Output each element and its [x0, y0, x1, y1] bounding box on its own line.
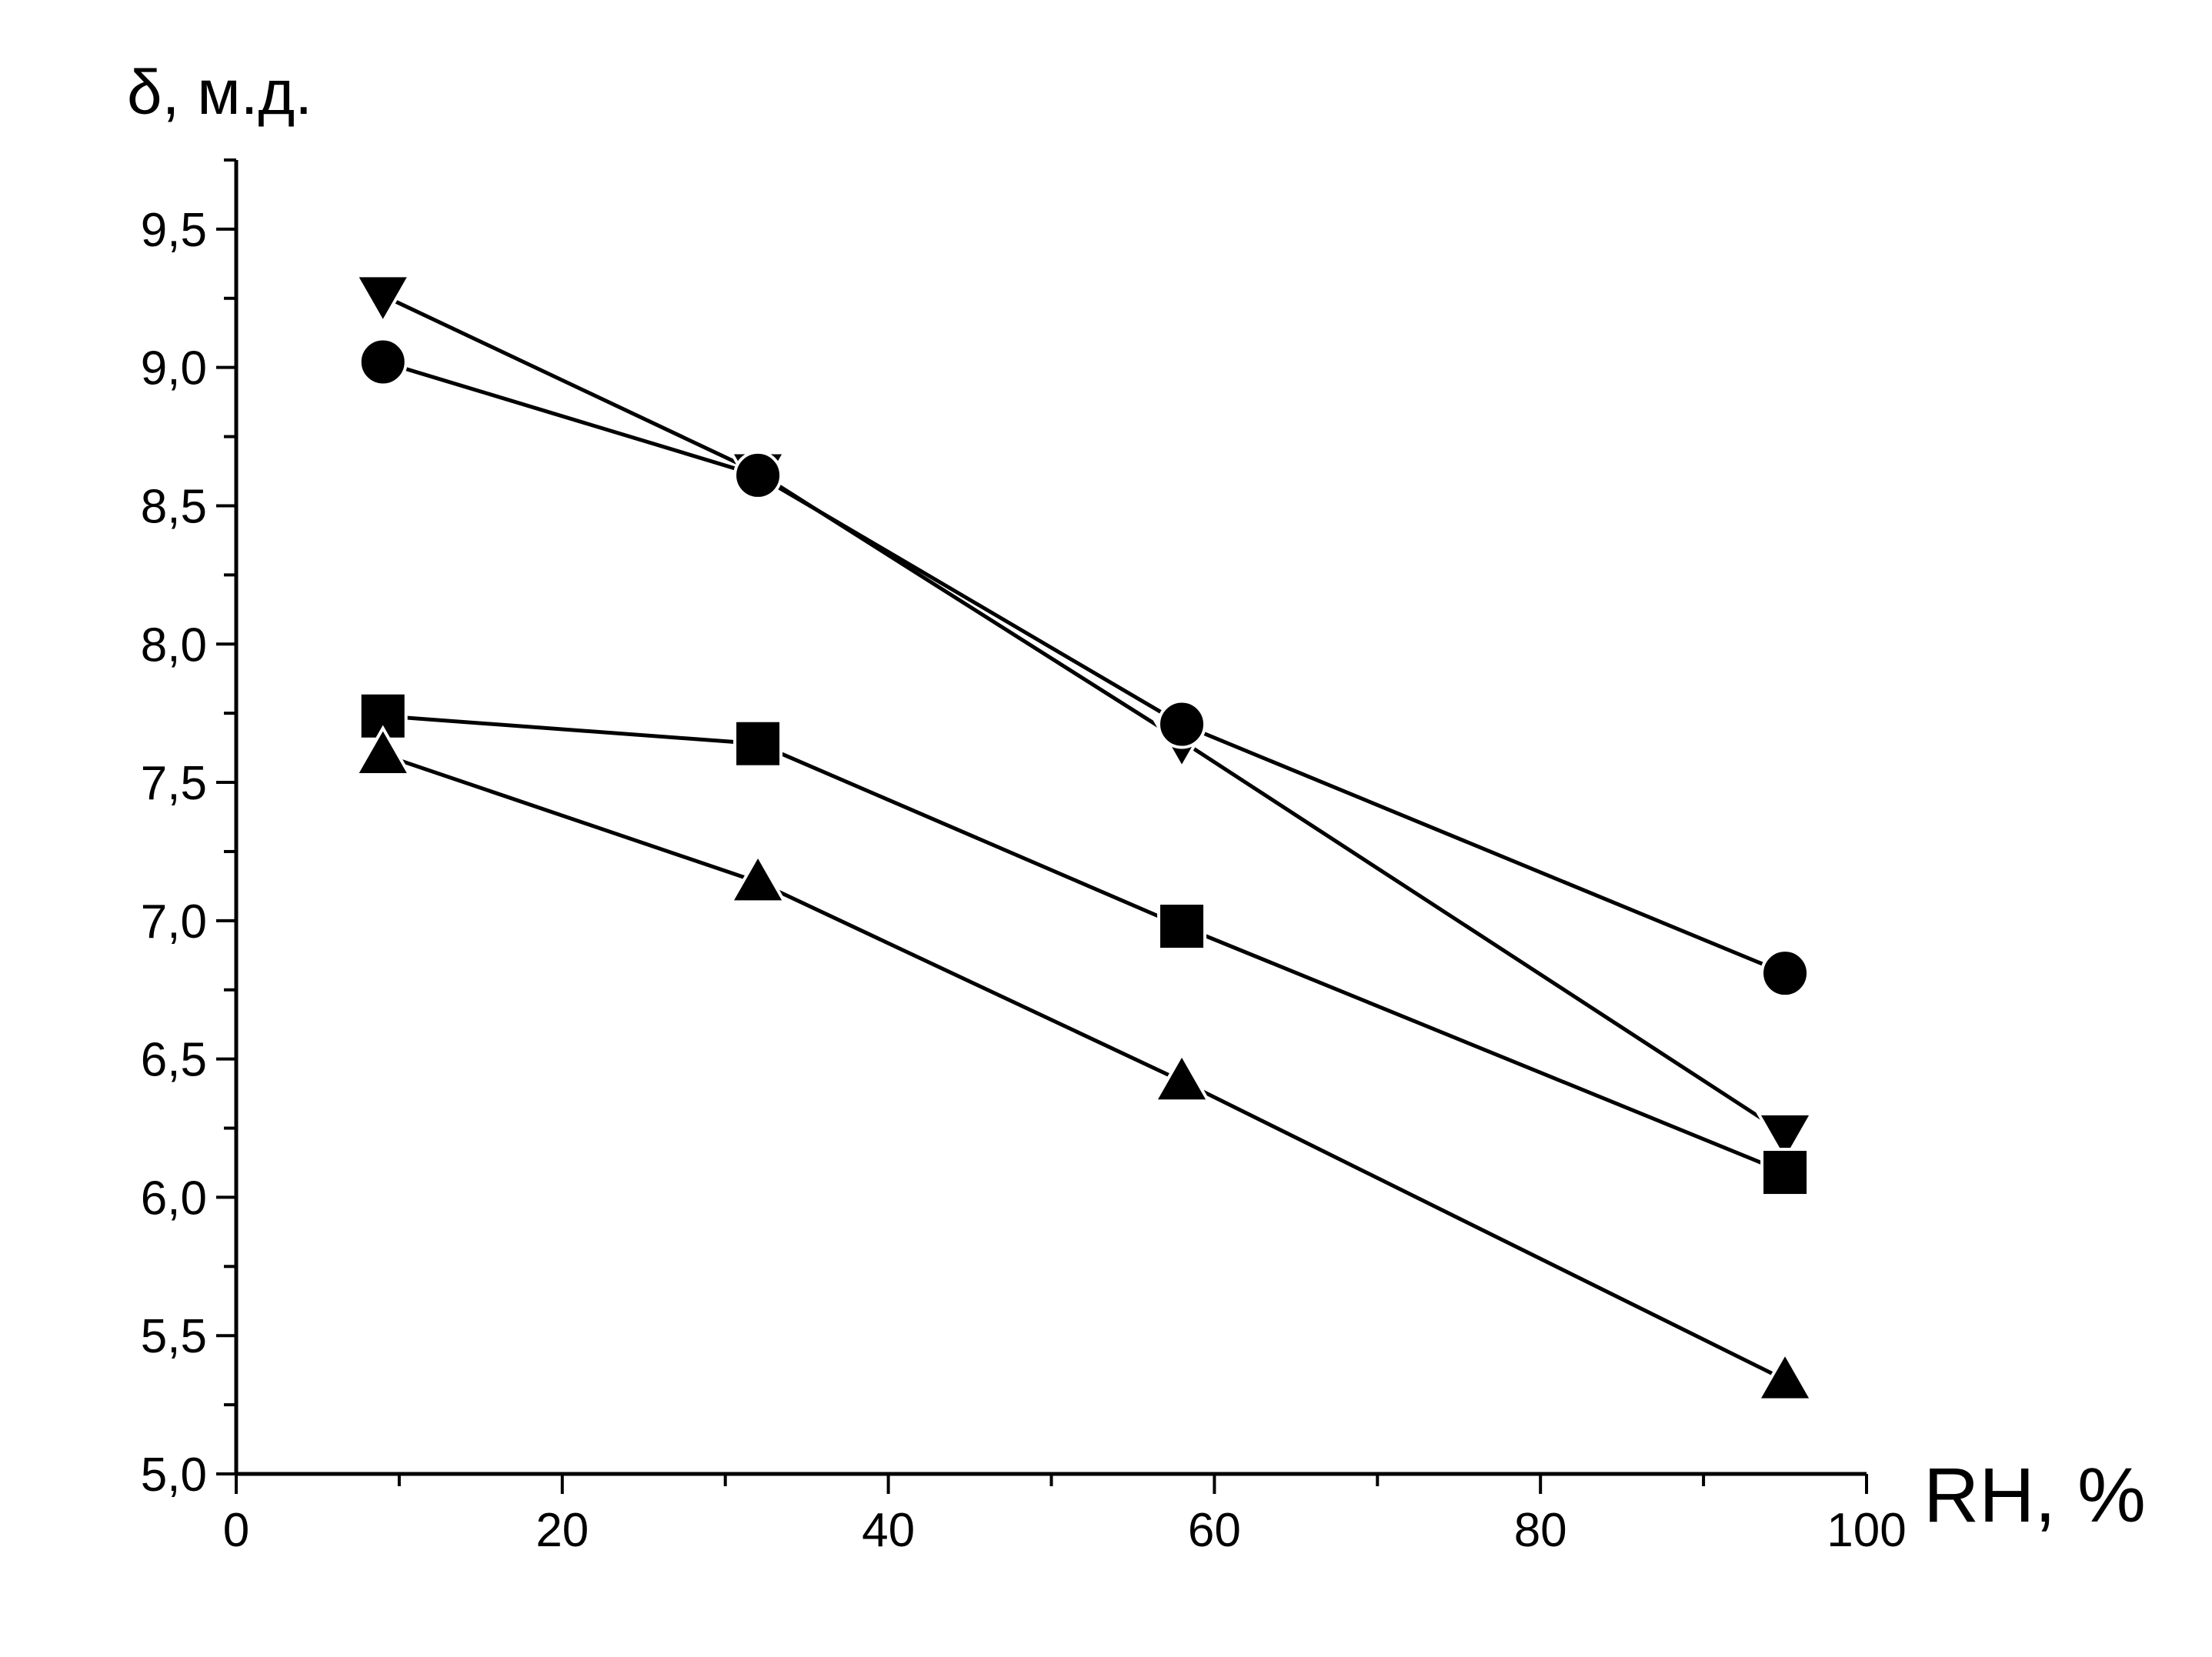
series-square: [358, 691, 1810, 1198]
y-tick-label: 8,5: [141, 480, 207, 533]
data-point-circle: [733, 450, 783, 500]
data-point-triangle-down: [353, 274, 412, 325]
x-tick-label: 20: [535, 1504, 589, 1557]
x-tick-label: 0: [223, 1504, 249, 1557]
y-tick-label: 7,5: [141, 757, 207, 810]
y-tick-label: 7,0: [141, 895, 207, 949]
data-point-triangle-down: [1756, 1112, 1814, 1164]
x-axis-label: RH, %: [1923, 1452, 2146, 1539]
data-point-circle: [1157, 699, 1207, 749]
y-tick-label: 9,5: [141, 204, 207, 257]
data-point-triangle-up: [729, 852, 788, 904]
series-group: [353, 274, 1814, 1402]
x-tick-label: 60: [1188, 1504, 1241, 1557]
y-tick-label: 6,0: [141, 1172, 207, 1225]
x-tick-label: 80: [1514, 1504, 1567, 1557]
x-tick-label: 100: [1827, 1504, 1906, 1557]
data-point-square: [733, 718, 783, 768]
series-line: [382, 752, 1787, 1382]
y-tick-label: 5,5: [141, 1310, 207, 1363]
series-triangle-up: [353, 725, 1814, 1402]
series-line: [382, 714, 1786, 1175]
series-circle: [358, 337, 1810, 999]
data-point-triangle-up: [1153, 1051, 1211, 1103]
y-tick-label: 6,5: [141, 1034, 207, 1087]
data-point-triangle-up: [353, 725, 412, 776]
y-tick-label: 8,0: [141, 618, 207, 672]
y-axis-label: δ, м.д.: [127, 58, 312, 128]
axes: 0 20 40 60 80 100 5,0 5,5 6,0 6,5 7,0 7,5 8,0 8,5 9,0 9…: [141, 158, 1907, 1557]
series-line: [382, 293, 1787, 1135]
data-point-square: [1760, 1148, 1810, 1198]
data-point-square: [1157, 902, 1207, 952]
y-tick-label: 5,0: [141, 1449, 207, 1502]
series-line: [382, 360, 1787, 975]
y-tick-label: 9,0: [141, 342, 207, 395]
data-point-circle: [358, 337, 408, 387]
x-tick-label: 40: [862, 1504, 915, 1557]
series-triangle-down: [353, 274, 1814, 1164]
data-point-circle: [1760, 949, 1810, 999]
data-point-triangle-up: [1756, 1350, 1814, 1402]
